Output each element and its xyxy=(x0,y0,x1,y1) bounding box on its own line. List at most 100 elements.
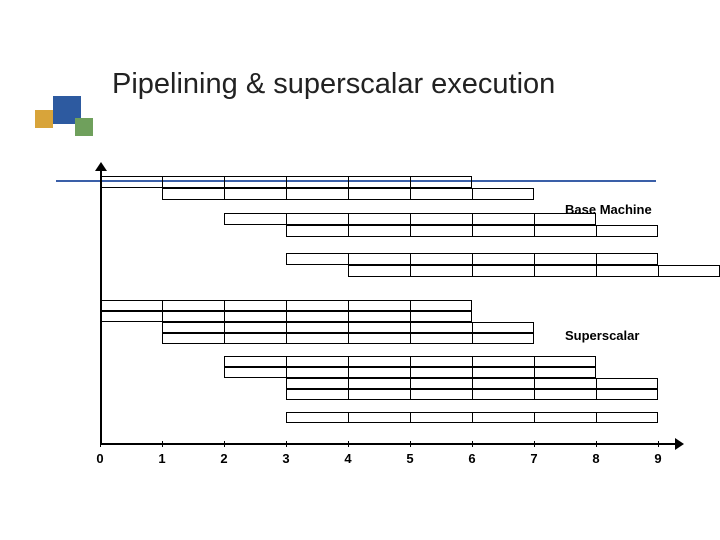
x-axis-arrow xyxy=(675,438,684,450)
pipeline-stage-divider xyxy=(348,378,349,389)
pipeline-stage-divider xyxy=(348,412,349,423)
x-tick-label: 8 xyxy=(592,451,599,466)
pipeline-stage-divider xyxy=(410,253,411,265)
x-tick xyxy=(472,441,473,447)
x-tick-label: 5 xyxy=(406,451,413,466)
pipeline-stage-divider xyxy=(162,311,163,322)
x-tick-label: 2 xyxy=(220,451,227,466)
pipeline-stage-divider xyxy=(472,188,473,200)
pipeline-stage-divider xyxy=(224,333,225,344)
pipeline-stage-divider xyxy=(596,378,597,389)
pipeline-stage-divider xyxy=(410,265,411,277)
pipeline-stage-divider xyxy=(534,367,535,378)
pipeline-stage-divider xyxy=(224,176,225,188)
pipeline-stage-divider xyxy=(472,213,473,225)
pipeline-stage-divider xyxy=(534,213,535,225)
slide-header: Pipelining & superscalar execution xyxy=(0,68,720,101)
pipeline-stage-divider xyxy=(472,367,473,378)
pipeline-stage-divider xyxy=(410,300,411,311)
pipeline-stage-divider xyxy=(534,378,535,389)
pipeline-stage-divider xyxy=(224,322,225,333)
x-tick xyxy=(596,441,597,447)
pipeline-stage-divider xyxy=(534,265,535,277)
pipeline-stage-divider xyxy=(472,322,473,333)
pipeline-stage-divider xyxy=(224,188,225,200)
ornament-square xyxy=(35,110,53,128)
pipeline-stage-divider xyxy=(286,311,287,322)
pipeline-stage-divider xyxy=(596,389,597,400)
pipeline-stage-divider xyxy=(348,356,349,367)
pipeline-stage-divider xyxy=(286,300,287,311)
pipeline-stage-divider xyxy=(348,176,349,188)
x-tick xyxy=(162,441,163,447)
pipeline-stage-divider xyxy=(534,389,535,400)
pipeline-stage-divider xyxy=(286,356,287,367)
pipeline-stage-divider xyxy=(286,333,287,344)
pipeline-stage-divider xyxy=(348,333,349,344)
pipeline-stage-divider xyxy=(410,322,411,333)
pipeline-stage-divider xyxy=(162,176,163,188)
pipeline-stage-divider xyxy=(348,311,349,322)
x-tick xyxy=(658,441,659,447)
pipeline-stage-divider xyxy=(472,253,473,265)
pipeline-stage-divider xyxy=(472,378,473,389)
x-tick xyxy=(100,441,101,447)
pipeline-stage-divider xyxy=(410,389,411,400)
x-tick-label: 6 xyxy=(468,451,475,466)
pipeline-stage-divider xyxy=(534,356,535,367)
pipeline-stage-divider xyxy=(596,225,597,237)
pipeline-stage-divider xyxy=(534,253,535,265)
slide-title: Pipelining & superscalar execution xyxy=(112,68,720,101)
pipeline-stage-divider xyxy=(410,225,411,237)
x-tick-label: 3 xyxy=(282,451,289,466)
superscalar-label: Superscalar xyxy=(565,328,639,343)
pipeline-stage-divider xyxy=(286,188,287,200)
pipeline-stage-divider xyxy=(286,176,287,188)
pipeline-stage-divider xyxy=(348,213,349,225)
pipeline-stage-divider xyxy=(472,389,473,400)
x-tick-label: 4 xyxy=(344,451,351,466)
x-tick-label: 1 xyxy=(158,451,165,466)
pipeline-stage-divider xyxy=(410,356,411,367)
pipeline-stage-divider xyxy=(410,188,411,200)
pipeline-stage-divider xyxy=(658,265,659,277)
pipeline-stage-divider xyxy=(286,213,287,225)
pipeline-stage-divider xyxy=(596,265,597,277)
pipeline-stage-divider xyxy=(224,300,225,311)
pipeline-stage-divider xyxy=(534,225,535,237)
pipeline-stage-divider xyxy=(348,188,349,200)
pipeline-stage-divider xyxy=(410,367,411,378)
x-axis xyxy=(100,443,675,445)
pipeline-stage-divider xyxy=(286,367,287,378)
pipeline-stage-divider xyxy=(410,333,411,344)
pipeline-stage-divider xyxy=(224,311,225,322)
x-tick xyxy=(224,441,225,447)
ornament-square xyxy=(75,118,93,136)
pipeline-stage-divider xyxy=(410,311,411,322)
pipeline-stage-divider xyxy=(348,300,349,311)
y-axis-arrow xyxy=(95,162,107,171)
pipeline-stage-divider xyxy=(472,225,473,237)
x-tick-label: 9 xyxy=(654,451,661,466)
pipeline-chart: Base Machine Superscalar 0123456789 xyxy=(80,168,680,468)
x-tick xyxy=(348,441,349,447)
pipeline-stage-divider xyxy=(348,367,349,378)
x-tick xyxy=(534,441,535,447)
pipeline-stage-divider xyxy=(596,412,597,423)
pipeline-stage-divider xyxy=(162,300,163,311)
pipeline-stage-divider xyxy=(348,322,349,333)
pipeline-stage-divider xyxy=(348,253,349,265)
pipeline-stage-divider xyxy=(534,412,535,423)
pipeline-stage-divider xyxy=(286,322,287,333)
x-tick xyxy=(286,441,287,447)
pipeline-stage-divider xyxy=(472,356,473,367)
pipeline-stage-divider xyxy=(596,253,597,265)
pipeline-stage-divider xyxy=(410,412,411,423)
pipeline-stage-divider xyxy=(472,333,473,344)
pipeline-stage-divider xyxy=(348,225,349,237)
pipeline-stage-divider xyxy=(472,265,473,277)
pipeline-stage-divider xyxy=(472,412,473,423)
pipeline-stage-divider xyxy=(410,213,411,225)
x-tick-label: 0 xyxy=(96,451,103,466)
pipeline-stage-divider xyxy=(410,176,411,188)
